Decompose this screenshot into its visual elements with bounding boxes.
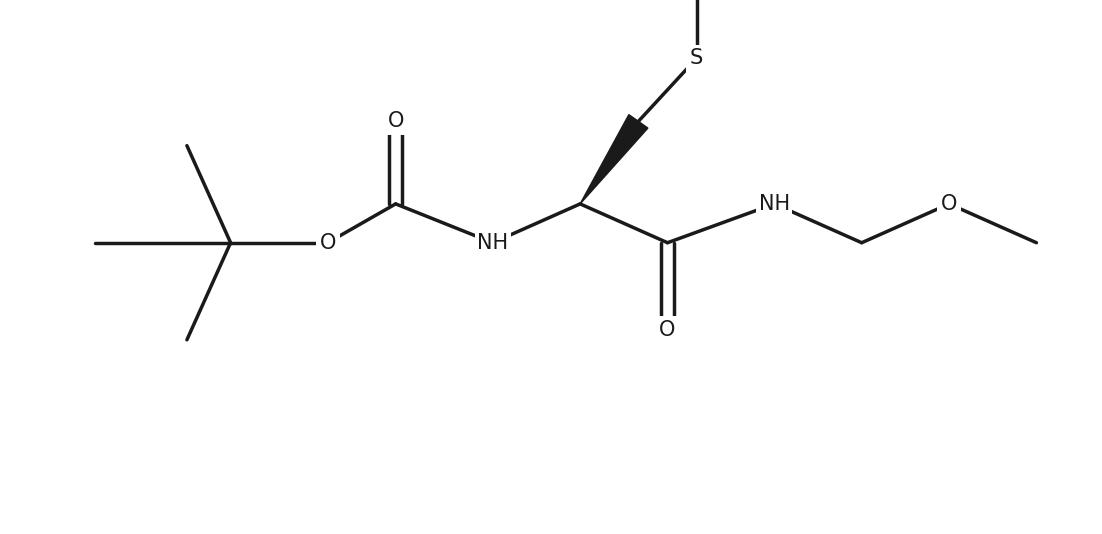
Text: O: O [320,233,336,253]
Text: O: O [388,112,403,131]
Text: S: S [690,48,703,68]
Text: O: O [659,320,676,340]
Polygon shape [580,115,648,204]
Text: O: O [941,194,958,214]
Text: NH: NH [477,233,508,253]
Text: NH: NH [759,194,790,214]
